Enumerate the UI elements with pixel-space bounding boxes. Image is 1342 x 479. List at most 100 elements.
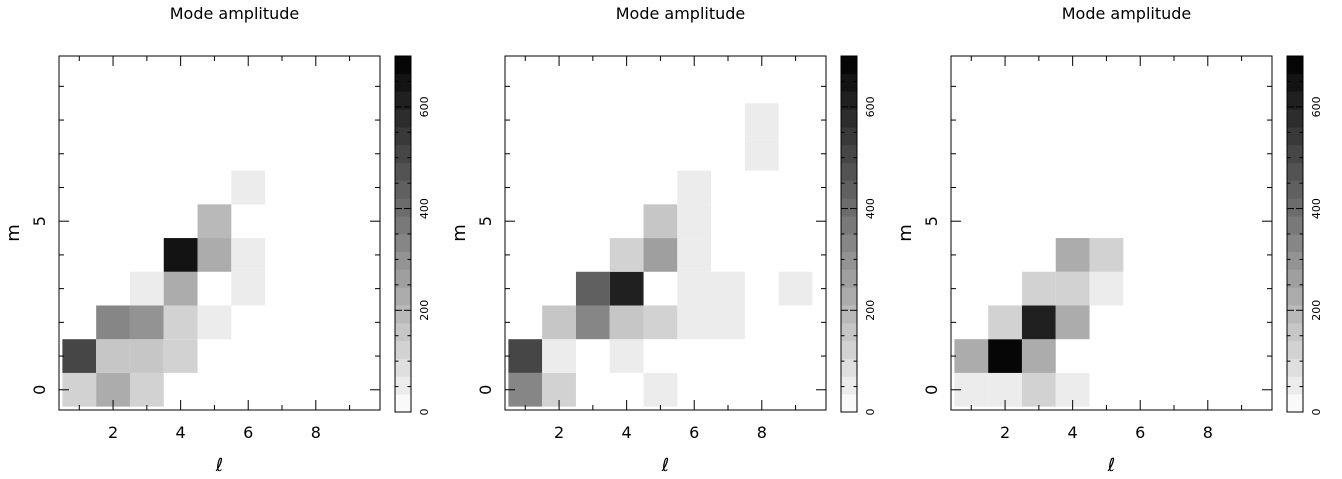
chart-title: Mode amplitude <box>616 4 746 23</box>
colorbar-band-10 <box>841 216 857 235</box>
plot-frame <box>950 55 1273 411</box>
heatmap-cell-l2-m1 <box>96 339 130 373</box>
x-tick-label: 2 <box>108 423 118 442</box>
colorbar-band-6 <box>841 287 857 306</box>
heatmap-cell-l6-m2 <box>677 305 712 340</box>
heatmap-cell-l4-m3 <box>163 271 198 306</box>
heatmap-cell-l4-m4 <box>609 238 644 272</box>
colorbar-band-8 <box>841 251 857 270</box>
chart-title: Mode amplitude <box>1062 4 1192 23</box>
colorbar-band-6 <box>395 287 411 306</box>
colorbar-band-14 <box>1287 145 1303 164</box>
heatmap-cell-l6-m5 <box>677 204 712 239</box>
x-tick-label: 6 <box>243 423 253 442</box>
y-axis-label: m <box>895 224 916 242</box>
heatmap-cell-l4-m3 <box>609 271 644 306</box>
heatmap-cell-l3-m3 <box>1021 271 1056 306</box>
colorbar-band-5 <box>841 305 857 324</box>
colorbar-band-15 <box>1287 127 1303 146</box>
y-tick-label: 0 <box>30 385 49 395</box>
heatmap-cell-l2-m1 <box>988 339 1022 373</box>
colorbar-band-15 <box>395 127 411 146</box>
colorbar-band-17 <box>1287 91 1303 110</box>
colorbar-tick-label: 0 <box>418 409 431 416</box>
colorbar-band-7 <box>395 269 411 288</box>
colorbar-band-16 <box>841 109 857 128</box>
x-tick-label: 2 <box>554 423 564 442</box>
heatmap-cell-l5-m2 <box>197 305 232 340</box>
colorbar-tick-label: 200 <box>864 300 877 321</box>
panel-1: Mode amplitude 2 4 6 8 0 5 ℓ m 0 200 400 600 <box>3 4 431 476</box>
colorbar-tick-label: 0 <box>864 409 877 416</box>
colorbar-band-13 <box>841 162 857 181</box>
heatmap-cell-l4-m2 <box>609 305 644 340</box>
colorbar-band-8 <box>395 251 411 270</box>
colorbar-band-12 <box>395 180 411 199</box>
y-tick-label: 5 <box>30 216 49 226</box>
colorbar-band-5 <box>395 305 411 324</box>
colorbar-band-16 <box>1287 109 1303 128</box>
colorbar-band-7 <box>841 269 857 288</box>
y-tick-label: 5 <box>476 216 495 226</box>
colorbar-tick-label: 600 <box>1310 96 1323 117</box>
heatmap-cell-l7-m3 <box>711 271 745 306</box>
y-axis-label: m <box>3 224 24 242</box>
colorbar-tick-label: 400 <box>418 198 431 219</box>
colorbar-band-1 <box>395 376 411 395</box>
colorbar-band-15 <box>841 127 857 146</box>
heatmap-cell-l3-m2 <box>129 305 164 340</box>
heatmap-cell-l2-m2 <box>988 305 1022 340</box>
heatmap-cell-l4-m3 <box>1055 271 1090 306</box>
heatmap-cell-l3-m2 <box>1021 305 1056 340</box>
colorbar-band-13 <box>395 162 411 181</box>
colorbar-tick-label: 200 <box>1310 300 1323 321</box>
heatmap-cell-l5-m5 <box>197 204 232 239</box>
colorbar-band-5 <box>1287 305 1303 324</box>
colorbar-band-19 <box>395 56 411 75</box>
x-tick-label: 8 <box>1203 423 1213 442</box>
colorbar-band-4 <box>395 323 411 342</box>
heatmap-cell-l6-m3 <box>231 271 266 306</box>
colorbar-band-12 <box>841 180 857 199</box>
colorbar-band-6 <box>1287 287 1303 306</box>
heatmap-cell-l7-m2 <box>711 305 745 340</box>
colorbar-band-0 <box>841 394 857 413</box>
colorbar-tick-label: 400 <box>864 198 877 219</box>
heatmap-cell-l3-m2 <box>575 305 610 340</box>
x-axis-label: ℓ <box>661 455 669 476</box>
colorbar-band-7 <box>1287 269 1303 288</box>
colorbar-tick-label: 200 <box>418 300 431 321</box>
heatmap-cell-l3-m3 <box>575 271 610 306</box>
colorbar-band-1 <box>841 376 857 395</box>
heatmap-cell-l4-m1 <box>163 339 198 373</box>
heatmap-cell-l4-m4 <box>163 238 198 272</box>
heatmap-cell-l5-m3 <box>1089 271 1124 306</box>
x-axis-label: ℓ <box>1107 455 1115 476</box>
heatmap-cell-l1-m1 <box>954 339 989 373</box>
colorbar-band-16 <box>395 109 411 128</box>
colorbar-band-11 <box>1287 198 1303 217</box>
colorbar-band-2 <box>841 358 857 377</box>
heatmap-cell-l5-m5 <box>643 204 678 239</box>
x-tick-label: 8 <box>311 423 321 442</box>
colorbar-band-3 <box>1287 340 1303 359</box>
colorbar-band-18 <box>841 73 857 92</box>
heatmap-cell-l3-m1 <box>129 339 164 373</box>
heatmap-cell-l4-m2 <box>163 305 198 340</box>
colorbar-band-4 <box>841 323 857 342</box>
heatmap-cell-l4-m2 <box>1055 305 1090 340</box>
heatmap-cell-l3-m0 <box>1021 372 1056 407</box>
panel-3: Mode amplitude 2 4 6 8 0 5 ℓ m 0 200 400 600 <box>895 4 1323 476</box>
heatmap-cell-l1-m1 <box>508 339 543 373</box>
heatmap-cell-l2-m1 <box>542 339 576 373</box>
colorbar-band-9 <box>841 234 857 253</box>
colorbar-band-17 <box>841 91 857 110</box>
heatmap-cell-l2-m2 <box>542 305 576 340</box>
heatmap-cell-l5-m4 <box>197 238 232 272</box>
colorbar-band-11 <box>841 198 857 217</box>
heatmap-cell-l3-m1 <box>1021 339 1056 373</box>
x-tick-label: 4 <box>176 423 186 442</box>
panel-2: Mode amplitude 2 4 6 8 0 5 ℓ m 0 200 400 600 <box>449 4 877 476</box>
heatmap-cell-l5-m2 <box>643 305 678 340</box>
